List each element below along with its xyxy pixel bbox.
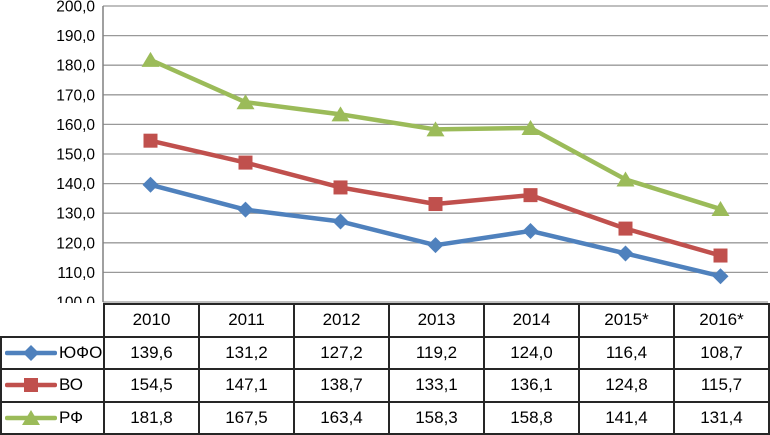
series-marker: [523, 188, 538, 203]
value-cell: 133,1: [388, 368, 485, 403]
value-cell: 158,8: [483, 400, 580, 435]
value-cell: 139,6: [103, 335, 200, 370]
value-cell: 154,5: [103, 368, 200, 403]
series-marker: [142, 176, 159, 193]
series-marker: [711, 201, 730, 217]
value-cell: 158,3: [388, 400, 485, 435]
value-cell: 119,2: [388, 335, 485, 370]
table-row-ВО: ВО 154,5 147,1 138,7 133,1 136,1 124,8 115,7: [0, 368, 770, 403]
legend-square-icon: [5, 378, 57, 393]
value-cell: 108,7: [673, 335, 770, 370]
y-axis-tick-label: 130,0: [56, 206, 95, 223]
series-marker: [236, 94, 255, 110]
y-axis-tick-label: 100,0: [56, 295, 95, 304]
series-marker: [713, 248, 728, 263]
series-marker: [618, 221, 633, 236]
value-cell: 127,2: [293, 335, 390, 370]
series-marker: [428, 197, 443, 212]
series-marker: [617, 245, 634, 262]
value-cell: 116,4: [578, 335, 675, 370]
data-table: 2010 2011 2012 2013 2014 2015* 2016* ЮФО 139,6 13…: [0, 303, 770, 435]
value-cell: 131,4: [673, 400, 770, 435]
legend-cell-ЮФО: ЮФО: [0, 335, 105, 370]
series-marker: [426, 121, 445, 137]
y-axis-tick-label: 170,0: [56, 87, 95, 104]
value-cell: 181,8: [103, 400, 200, 435]
series-marker: [237, 201, 254, 218]
line-chart-plot: 100,0 110,0 120,0 130,0 140,0 150,0 160,0 170,0…: [56, 0, 768, 304]
y-axis-tick-label: 190,0: [56, 28, 95, 45]
y-axis-tick-label: 200,0: [56, 0, 95, 16]
series-marker: [712, 268, 729, 285]
y-axis-tick-label: 120,0: [56, 235, 95, 252]
year-header-cell: 2013: [388, 303, 485, 338]
legend-cell-РФ: РФ: [0, 400, 105, 435]
series-marker: [141, 51, 160, 67]
legend-diamond-icon: [5, 344, 57, 361]
series-marker: [522, 222, 539, 239]
y-axis-tick-label: 150,0: [56, 147, 95, 164]
value-cell: 115,7: [673, 368, 770, 403]
legend-label: ЮФО: [59, 342, 103, 362]
value-cell: 141,4: [578, 400, 675, 435]
year-header-cell: 2012: [293, 303, 390, 338]
value-cell: 136,1: [483, 368, 580, 403]
y-axis-tick-label: 180,0: [56, 58, 95, 75]
value-cell: 131,2: [198, 335, 295, 370]
series-marker: [331, 106, 350, 122]
y-axis-tick-label: 110,0: [57, 265, 95, 282]
y-axis-tick-label: 160,0: [56, 117, 95, 134]
series-marker: [238, 155, 253, 170]
table-header-row: 2010 2011 2012 2013 2014 2015* 2016*: [1, 303, 770, 338]
table-row-РФ: РФ 181,8 167,5 163,4 158,3 158,8 141,4 131,4: [0, 400, 770, 435]
legend-label: РФ: [59, 407, 84, 427]
series-marker: [616, 171, 635, 187]
value-cell: 124,0: [483, 335, 580, 370]
value-cell: 138,7: [293, 368, 390, 403]
year-header-cell: 2011: [198, 303, 295, 338]
series-marker: [427, 237, 444, 254]
year-header-cell: 2010: [103, 303, 200, 338]
value-cell: 163,4: [293, 400, 390, 435]
table-row-ЮФО: ЮФО 139,6 131,2 127,2 119,2 124,0 116,4 108,7: [0, 335, 770, 370]
series-marker: [333, 180, 348, 195]
legend-label: ВО: [59, 375, 83, 395]
year-header-cell: 2014: [483, 303, 580, 338]
value-cell: 167,5: [198, 400, 295, 435]
value-cell: 147,1: [198, 368, 295, 403]
series-marker: [332, 213, 349, 230]
legend-triangle-icon: [5, 409, 57, 425]
series-marker: [521, 119, 540, 135]
table-corner-cell: [1, 304, 104, 337]
year-header-cell: 2015*: [578, 303, 675, 338]
legend-cell-ВО: ВО: [0, 368, 105, 403]
series-marker: [143, 133, 158, 148]
value-cell: 124,8: [578, 368, 675, 403]
y-axis-tick-label: 140,0: [56, 176, 95, 193]
year-header-cell: 2016*: [673, 303, 770, 338]
